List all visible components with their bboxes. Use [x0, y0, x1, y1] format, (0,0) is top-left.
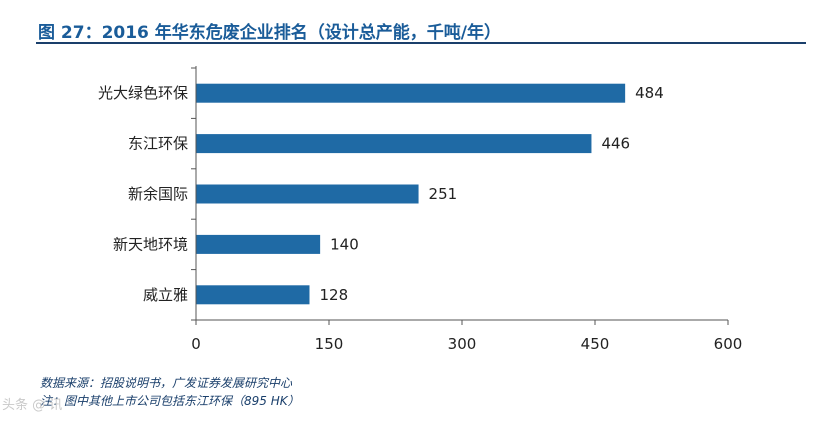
data-label-4: 140 [330, 235, 359, 253]
x-tick-label: 300 [448, 335, 477, 353]
bar-5 [196, 285, 310, 305]
figure-title: 图 27：2016 年华东危废企业排名（设计总产能，千吨/年） [38, 23, 502, 43]
data-label-5: 128 [319, 286, 348, 304]
category-label-5: 威立雅 [143, 286, 188, 304]
source-note: 数据来源：招股说明书，广发证券发展研究中心 [40, 376, 293, 390]
x-tick-label: 150 [315, 335, 344, 353]
bar-2 [196, 134, 592, 154]
x-tick-label: 0 [191, 335, 201, 353]
x-tick-label: 450 [581, 335, 610, 353]
category-label-2: 东江环保 [128, 135, 188, 153]
title-divider [36, 42, 806, 44]
footnote: 注：图中其他上市公司包括东江环保（895 HK） [40, 394, 300, 408]
category-label-1: 光大绿色环保 [98, 84, 188, 102]
bar-1 [196, 83, 626, 103]
data-label-1: 484 [635, 84, 664, 102]
data-label-3: 251 [429, 185, 458, 203]
category-label-4: 新天地环境 [113, 235, 188, 253]
bar-4 [196, 234, 321, 254]
data-label-2: 446 [601, 135, 630, 153]
x-tick-label: 600 [714, 335, 743, 353]
bar-3 [196, 184, 419, 204]
category-label-3: 新余国际 [128, 185, 188, 203]
watermark: 头条 @ 讯 [2, 398, 63, 413]
